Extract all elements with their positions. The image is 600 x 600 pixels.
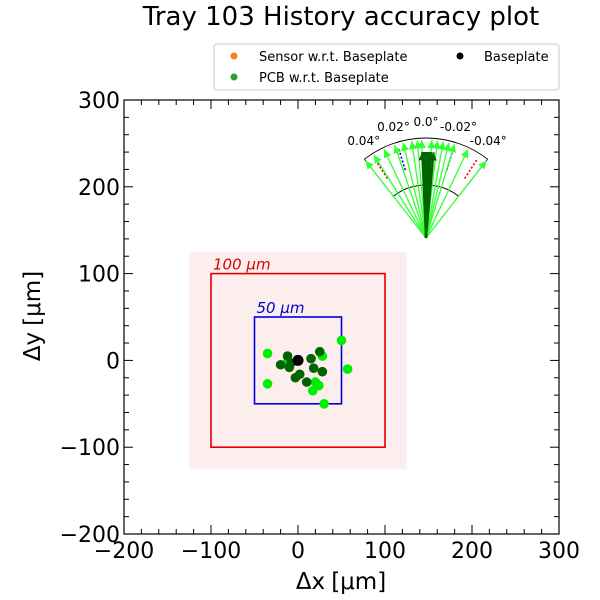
y-tick-label: 100 [78, 263, 120, 288]
inset-arrow-pcb-head [418, 140, 427, 149]
inset-arrow-pcb-head [373, 154, 382, 164]
inset-arrow-pcb-head [432, 140, 441, 150]
chart-title: Tray 103 History accuracy plot [142, 2, 539, 32]
inset-tick-label: 0.04° [347, 134, 380, 148]
inset-arrow-pcb-head [401, 142, 409, 152]
x-tick-label: 100 [364, 539, 406, 564]
x-tick-label: 200 [451, 539, 493, 564]
tolerance-label-2: 50 μm [257, 299, 305, 317]
inset-arrow-pcb [373, 154, 427, 239]
data-point [301, 377, 312, 387]
y-tick-label: 300 [78, 89, 120, 114]
inset-arrow-baseplate-head [419, 152, 428, 161]
x-tick-label: −100 [181, 539, 241, 564]
inset-arrow-pcb-head [478, 160, 487, 170]
legend-label-sensor: Sensor w.r.t. Baseplate [259, 50, 408, 65]
tolerance-box-2 [253, 316, 343, 405]
data-point [306, 353, 316, 364]
legend: Sensor w.r.t. Baseplate PCB w.r.t. Basep… [213, 43, 560, 91]
x-tick-label: 0 [291, 539, 305, 564]
y-tick-label: −100 [60, 436, 120, 461]
tolerance-box-1 [210, 272, 386, 449]
data-point [319, 399, 329, 409]
legend-marker-sensor [230, 52, 238, 60]
inset-arrow-pcb [425, 144, 456, 239]
inset-arrow-pcb [383, 149, 427, 239]
inset-arrow-pcb-head [448, 144, 456, 154]
data-point [275, 359, 286, 370]
y-axis-label: Δy [μm] [20, 271, 46, 361]
inset-arrow-pcb [425, 160, 487, 239]
inset-tick-label: -0.02° [440, 120, 477, 134]
legend-marker-baseplate [456, 52, 464, 60]
inset-tick-label: 0.02° [377, 120, 410, 134]
y-axis-symbol: Δy [20, 332, 46, 361]
legend-frame [213, 43, 560, 91]
inset-arrow-pcb-head [393, 145, 402, 154]
x-axis-label: Δx [μm] [296, 569, 386, 595]
plot-frame [123, 99, 560, 535]
angle-inset: 0.04°0.02° 0.0° -0.02°-0.04° [347, 115, 507, 239]
y-tick-label: −200 [60, 523, 120, 548]
data-point [342, 364, 353, 374]
axes: −200 −100 0 100 200 300 −200 −100 0 100 200 300 [60, 89, 580, 564]
data-point [308, 363, 319, 374]
inset-arrow-baseplate-head [428, 152, 437, 161]
inset-arrow-pcb-head [365, 160, 374, 170]
legend-marker-pcb [230, 73, 238, 81]
inset-tick-label: -0.04° [470, 134, 507, 148]
data-point [314, 346, 325, 357]
inset-arrow-pcb [410, 140, 427, 239]
x-axis-symbol: Δx [296, 569, 325, 595]
data-point [336, 335, 347, 346]
data-point [292, 354, 304, 366]
y-tick-label: 200 [78, 176, 120, 201]
inset-arrow-baseplate [422, 152, 428, 239]
inset-arrow-pcb [425, 149, 469, 239]
y-tick-label: 0 [106, 349, 120, 374]
y-axis-unit: [μm] [20, 271, 46, 326]
inset-arrow-pcb-head [427, 140, 436, 149]
inset-tick-label: 0.0° [413, 115, 438, 129]
inset-arrow-pcb-head [443, 142, 451, 152]
inset-arrow-pcb-head [460, 149, 469, 159]
inset-arrow-baseplate [424, 152, 435, 239]
x-axis-unit: [μm] [331, 569, 386, 595]
x-tick-label: 300 [538, 539, 580, 564]
legend-label-baseplate: Baseplate [484, 50, 549, 65]
inset-arrow-pcb [425, 141, 444, 239]
inset-arrow-pcb [394, 144, 427, 239]
scatter-points [262, 335, 353, 409]
inset-arrow-pcb [425, 142, 450, 239]
inset-outer-arc [364, 137, 488, 160]
inset-arrow-pcb-head [437, 141, 446, 151]
data-point [314, 380, 324, 391]
data-point [262, 379, 273, 389]
inset-arrow-pcb [365, 160, 427, 239]
data-point [262, 348, 273, 359]
x-tick-label: −200 [94, 539, 154, 564]
tolerance-label-1: 100 μm [213, 256, 271, 274]
inset-arrow-pcb [402, 142, 427, 239]
inset-arrow-pcb-head [383, 149, 392, 159]
data-point [284, 362, 295, 373]
data-point [294, 369, 305, 380]
data-point [317, 366, 328, 377]
legend-label-pcb: PCB w.r.t. Baseplate [259, 71, 389, 86]
